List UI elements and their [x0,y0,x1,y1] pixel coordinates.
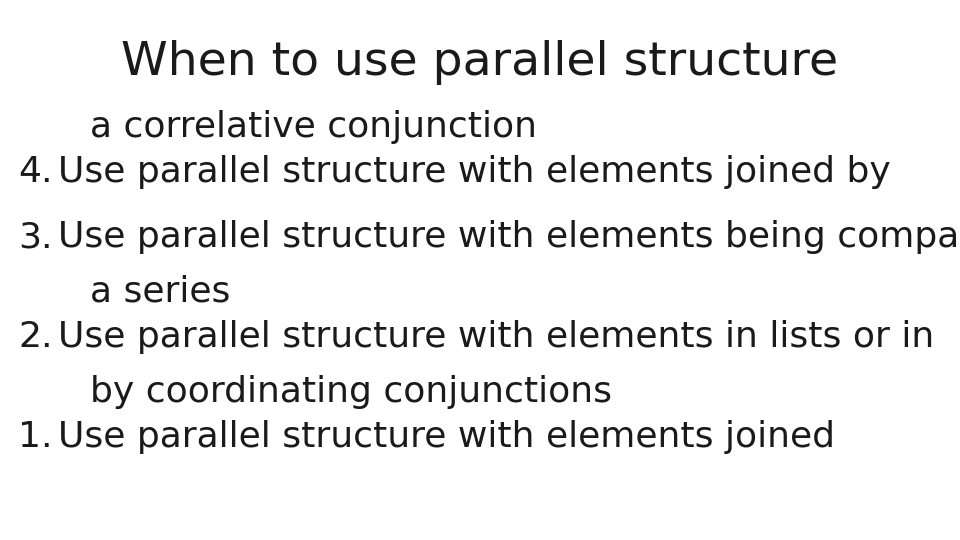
Text: 4.: 4. [18,155,53,189]
Text: Use parallel structure with elements joined: Use parallel structure with elements joi… [58,420,835,454]
Text: by coordinating conjunctions: by coordinating conjunctions [90,375,612,409]
Text: 1.: 1. [18,420,53,454]
Text: 2.: 2. [18,320,53,354]
Text: a correlative conjunction: a correlative conjunction [90,110,537,144]
Text: When to use parallel structure: When to use parallel structure [121,40,839,85]
Text: Use parallel structure with elements joined by: Use parallel structure with elements joi… [58,155,891,189]
Text: Use parallel structure with elements in lists or in: Use parallel structure with elements in … [58,320,934,354]
Text: 3.: 3. [18,220,53,254]
Text: a series: a series [90,275,230,309]
Text: Use parallel structure with elements being compared: Use parallel structure with elements bei… [58,220,960,254]
